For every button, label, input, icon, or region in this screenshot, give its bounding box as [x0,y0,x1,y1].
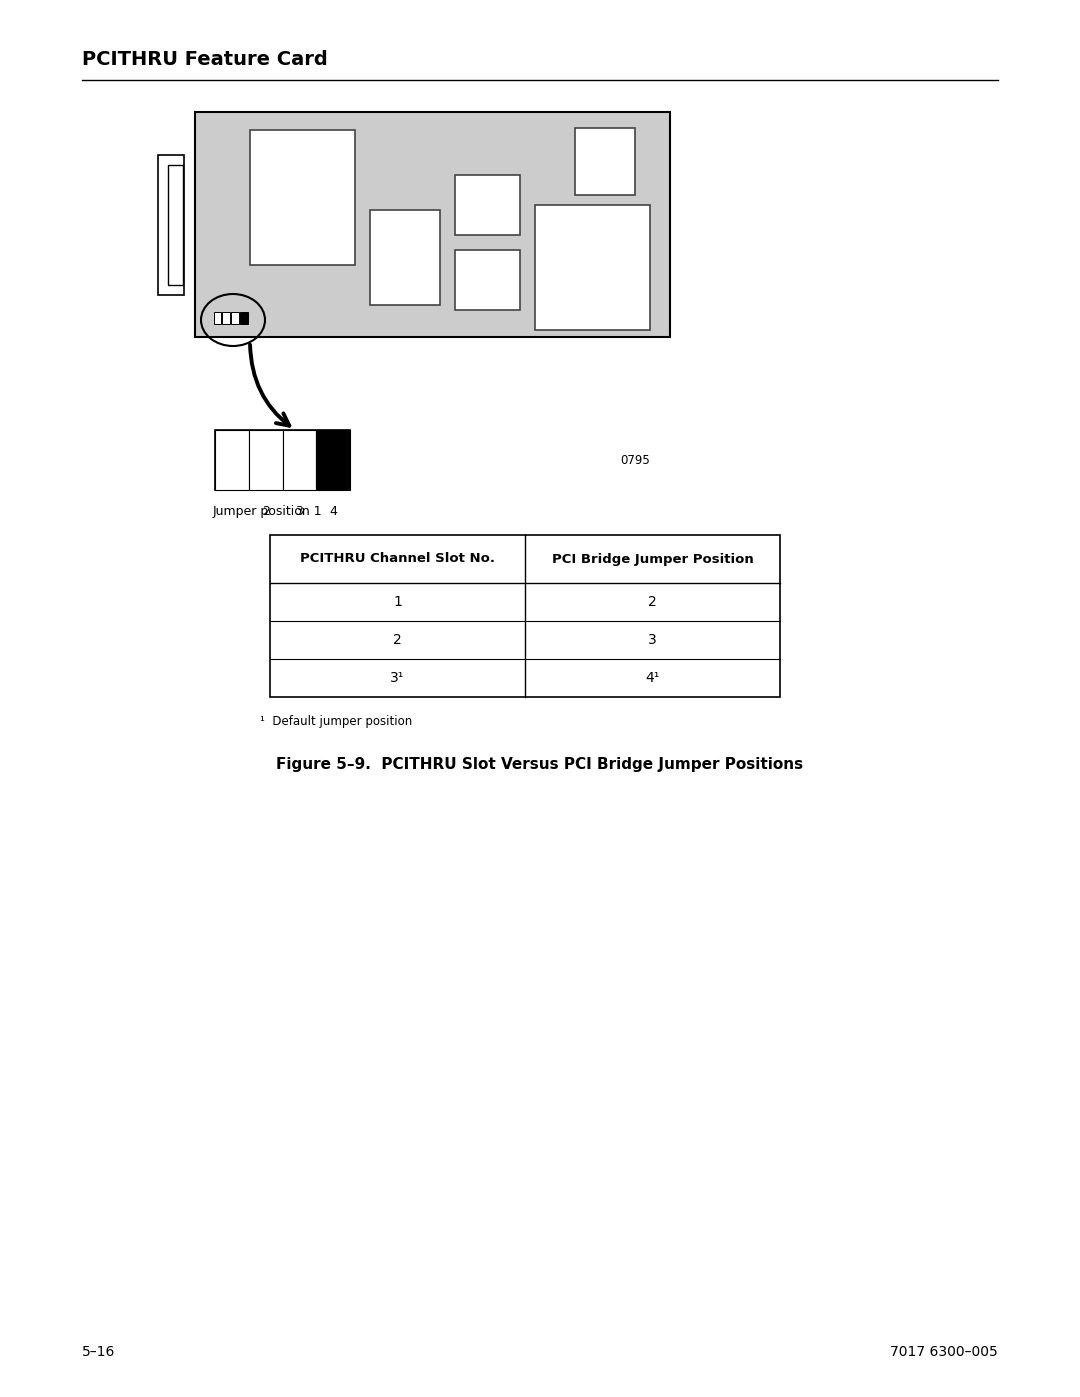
Bar [214,312,221,324]
Text: 3: 3 [296,504,303,518]
Text: 2: 2 [261,504,270,518]
Text: Jumper position 1: Jumper position 1 [213,504,323,518]
Text: 4¹: 4¹ [646,671,660,685]
Bar [195,112,670,337]
Text: 3¹: 3¹ [390,671,405,685]
Text: 2: 2 [648,595,657,609]
Bar [240,312,247,324]
Bar [231,312,239,324]
Text: PCITHRU Channel Slot No.: PCITHRU Channel Slot No. [300,552,495,566]
Bar [215,430,248,490]
Text: 0795: 0795 [620,454,650,467]
Bar [316,430,350,490]
Bar [249,130,355,265]
Text: 2: 2 [393,633,402,647]
Bar [270,535,780,697]
Text: 7017 6300–005: 7017 6300–005 [890,1345,998,1359]
Bar [455,250,519,310]
Text: 4: 4 [329,504,337,518]
Bar [168,165,183,285]
Bar [215,430,350,490]
Text: PCITHRU Feature Card: PCITHRU Feature Card [82,50,327,68]
Bar [158,155,184,295]
Bar [370,210,440,305]
Text: ¹  Default jumper position: ¹ Default jumper position [260,715,413,728]
Text: 3: 3 [648,633,657,647]
Bar [283,430,316,490]
Text: 1: 1 [393,595,402,609]
Bar [222,312,230,324]
Text: PCI Bridge Jumper Position: PCI Bridge Jumper Position [552,552,754,566]
Bar [455,175,519,235]
Text: Figure 5–9.  PCITHRU Slot Versus PCI Bridge Jumper Positions: Figure 5–9. PCITHRU Slot Versus PCI Brid… [276,757,804,773]
Bar [575,129,635,196]
Bar [535,205,650,330]
Bar [248,430,283,490]
Text: 5–16: 5–16 [82,1345,116,1359]
